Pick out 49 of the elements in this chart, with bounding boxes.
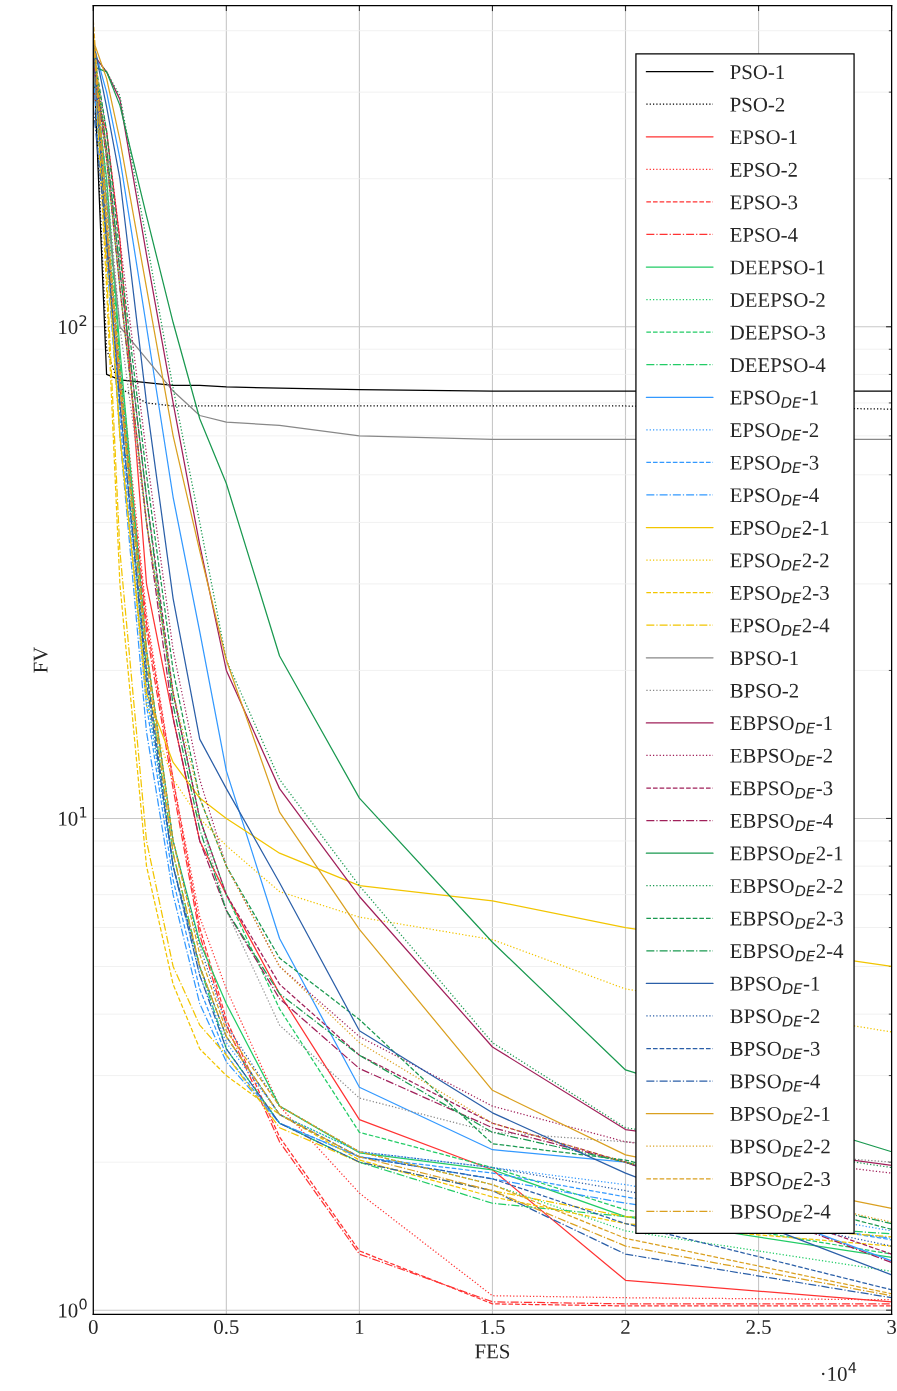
text: ·10$^{4}$ bbox=[821, 1362, 857, 1382]
legend-label: BPSO$_{DE}$2-4 bbox=[730, 1204, 831, 1222]
x-tick-label: 3 bbox=[887, 1320, 897, 1335]
legend-label: EPSO-3 bbox=[730, 195, 798, 210]
x-tick-label: 0 bbox=[88, 1319, 98, 1335]
legend-label: EBPSO$_{DE}$2-4 bbox=[730, 944, 844, 962]
legend-label: BPSO$_{DE}$-2 bbox=[730, 1009, 820, 1027]
legend-label: PSO-1 bbox=[730, 65, 785, 80]
legend-label: BPSO$_{DE}$-3 bbox=[730, 1041, 820, 1060]
legend-label: EPSO$_{DE}$-4 bbox=[730, 488, 819, 506]
legend-label: EPSO$_{DE}$2-4 bbox=[730, 618, 830, 636]
legend-label: EBPSO$_{DE}$2-3 bbox=[730, 911, 843, 929]
y-tick-label: 10$^{2}$ bbox=[59, 315, 87, 335]
legend-label: EPSO-1 bbox=[730, 130, 797, 145]
legend-label: EPSO$_{DE}$2-3 bbox=[730, 585, 829, 604]
legend-label: EPSO-4 bbox=[730, 227, 798, 242]
legend-label: EPSO$_{DE}$2-1 bbox=[730, 520, 829, 539]
legend-label: DEEPSO-2 bbox=[730, 293, 825, 308]
legend-label: EBPSO$_{DE}$2-2 bbox=[730, 879, 843, 897]
x-tick-label: 1.5 bbox=[481, 1320, 505, 1335]
legend-label: BPSO$_{DE}$2-3 bbox=[730, 1172, 830, 1190]
legend-label: EPSO$_{DE}$-1 bbox=[730, 390, 818, 408]
legend-label: EBPSO$_{DE}$-1 bbox=[730, 716, 832, 734]
x-axis-title: FES bbox=[475, 1344, 510, 1359]
legend-label: EBPSO$_{DE}$-4 bbox=[730, 813, 833, 832]
legend-label: DEEPSO-3 bbox=[730, 325, 825, 340]
y-tick-label: 10$^{0}$ bbox=[59, 1298, 87, 1318]
legend-label: DEEPSO-1 bbox=[730, 260, 825, 275]
legend-label: EBPSO$_{DE}$-3 bbox=[730, 781, 833, 799]
y-axis-title: FV bbox=[33, 646, 48, 673]
legend-label: BPSO-2 bbox=[730, 683, 798, 698]
x-tick-label: 1 bbox=[356, 1320, 364, 1334]
legend-label: EPSO$_{DE}$2-2 bbox=[730, 553, 829, 571]
x-tick-label: 2.5 bbox=[746, 1320, 771, 1335]
legend-label: PSO-2 bbox=[730, 97, 785, 112]
legend-label: EPSO-2 bbox=[730, 162, 797, 177]
legend-label: BPSO$_{DE}$2-2 bbox=[730, 1139, 830, 1157]
y-tick-label: 10$^{1}$ bbox=[59, 806, 87, 826]
legend-label: EPSO$_{DE}$-3 bbox=[730, 455, 819, 473]
x-tick-label: 0.5 bbox=[214, 1319, 239, 1335]
legend-label: EBPSO$_{DE}$2-1 bbox=[730, 846, 843, 864]
legend-label: EPSO$_{DE}$-2 bbox=[730, 423, 819, 441]
legend-label: DEEPSO-4 bbox=[730, 358, 826, 373]
legend-label: BPSO$_{DE}$2-1 bbox=[730, 1106, 830, 1125]
x-tick-label: 2 bbox=[621, 1320, 630, 1334]
legend-label: EBPSO$_{DE}$-2 bbox=[730, 748, 832, 766]
legend-label: BPSO$_{DE}$-1 bbox=[730, 976, 820, 994]
legend-label: BPSO-1 bbox=[730, 651, 798, 666]
legend-label: BPSO$_{DE}$-4 bbox=[730, 1074, 821, 1092]
